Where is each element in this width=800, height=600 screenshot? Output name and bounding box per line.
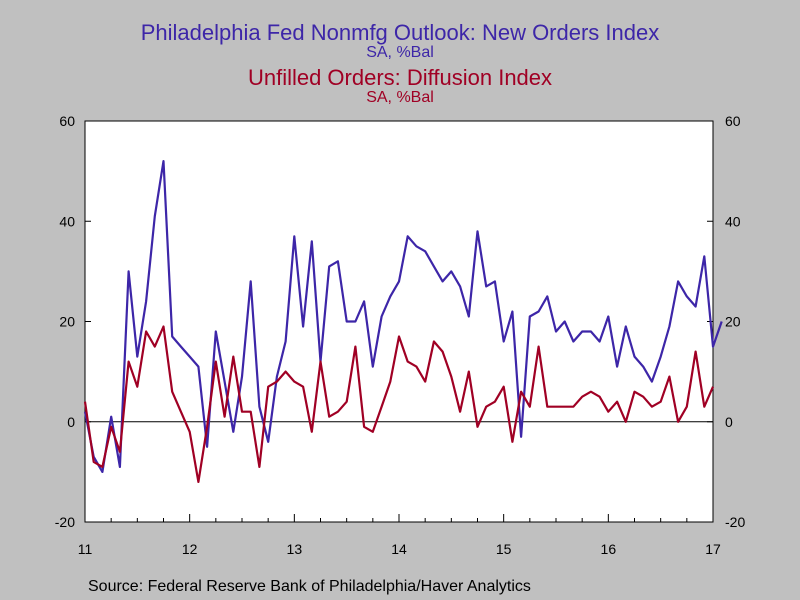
x-tick-label: 12 [182, 541, 198, 557]
x-tick-label: 16 [601, 541, 617, 557]
y-tick-label-left: 20 [59, 314, 75, 330]
chart-subtitle-primary: SA, %Bal [366, 44, 434, 61]
chart-title-primary: Philadelphia Fed Nonmfg Outlook: New Ord… [140, 20, 660, 45]
source-note: Source: Federal Reserve Bank of Philadel… [88, 578, 531, 595]
y-tick-label-left: -20 [55, 514, 75, 530]
y-tick-label-right: 40 [725, 213, 741, 229]
y-tick-label-left: 60 [59, 113, 75, 129]
plot-area [84, 120, 714, 523]
y-tick-label-right: 0 [725, 414, 733, 430]
chart-subtitle-secondary: SA, %Bal [366, 89, 434, 106]
x-tick-label: 15 [496, 541, 512, 557]
chart-title-secondary: Unfilled Orders: Diffusion Index [247, 65, 553, 90]
series-layer [83, 160, 723, 483]
y-tick-label-right: 60 [725, 113, 741, 129]
x-tick-label: 11 [78, 541, 93, 557]
y-tick-label-left: 40 [59, 213, 75, 229]
x-tick-label: 13 [287, 541, 303, 557]
x-tick-label: 17 [705, 541, 721, 557]
y-tick-label-right: -20 [725, 514, 745, 530]
y-tick-label-right: 20 [725, 314, 741, 330]
axes: -20 -20 0 0 20 20 40 40 60 60 11 12 13 14 15 16 17 [55, 113, 746, 557]
x-tick-label: 14 [391, 541, 407, 557]
series-line-new-orders [83, 160, 723, 473]
series-line-unfilled-orders [83, 325, 715, 483]
y-tick-label-left: 0 [67, 414, 75, 430]
